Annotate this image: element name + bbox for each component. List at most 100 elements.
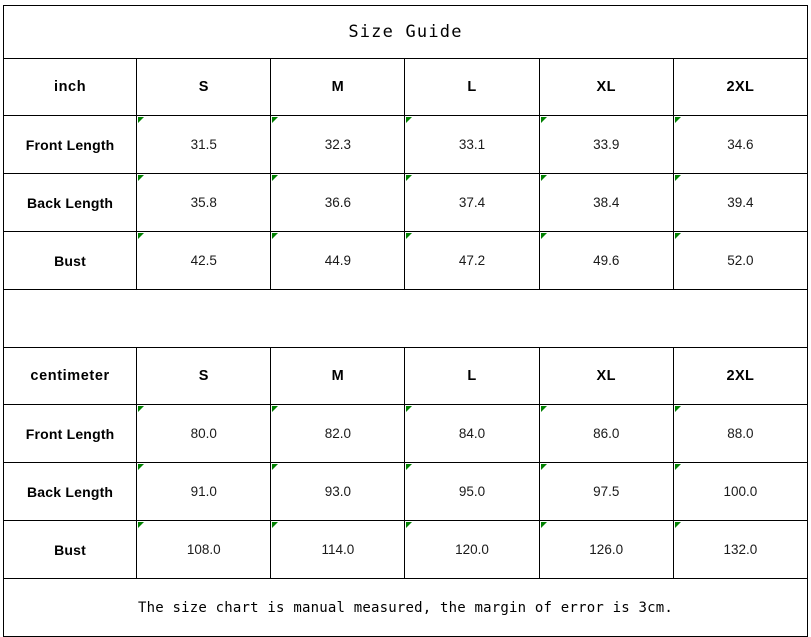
cell-bust-s-cm: 108.0 (136, 520, 272, 579)
cell-value: 120.0 (455, 542, 489, 557)
cell-front-length-l-inch: 33.1 (404, 115, 540, 174)
cell-back-length-l-inch: 37.4 (404, 173, 540, 232)
comment-marker-icon (406, 233, 413, 239)
size-header-2xl: 2XL (672, 58, 809, 116)
cell-value: 126.0 (589, 542, 624, 557)
cell-value: 132.0 (723, 542, 758, 557)
cell-front-length-l-cm: 84.0 (404, 404, 540, 463)
comment-marker-icon (272, 233, 279, 239)
row-label-back-length-inch: Back Length (2, 173, 138, 232)
comment-marker-icon (406, 117, 413, 123)
cell-back-length-2xl-cm: 100.0 (672, 462, 809, 521)
size-header-s: S (136, 58, 272, 116)
cell-front-length-s-cm: 80.0 (136, 404, 272, 463)
cell-back-length-m-inch: 36.6 (270, 173, 406, 232)
comment-marker-icon (674, 464, 681, 470)
comment-marker-icon (674, 406, 681, 412)
table-row: Bust 108.0 114.0 120.0 126.0 (2, 520, 809, 579)
cell-back-length-s-inch: 35.8 (136, 173, 272, 232)
header-row-centimeter: centimeter S M L XL 2XL (2, 347, 809, 405)
comment-marker-icon (674, 175, 681, 181)
size-header-l-cm: L (404, 347, 540, 405)
cell-back-length-m-cm: 93.0 (270, 462, 406, 521)
comment-marker-icon (406, 464, 413, 470)
unit-label-inch: inch (2, 58, 138, 116)
comment-marker-icon (138, 175, 145, 181)
cell-front-length-m-cm: 82.0 (270, 404, 406, 463)
cell-value: 88.0 (727, 426, 754, 441)
comment-marker-icon (138, 406, 145, 412)
comment-marker-icon (540, 522, 547, 528)
cell-value: 91.0 (190, 484, 217, 499)
spacer-cell (3, 289, 808, 348)
size-guide-table: Size Guide inch S M L XL 2XL Front Lengt… (2, 5, 809, 637)
comment-marker-icon (674, 233, 681, 239)
row-label-back-length-cm: Back Length (2, 462, 138, 521)
spacer-row (3, 289, 808, 348)
cell-bust-m-cm: 114.0 (270, 520, 406, 579)
cell-bust-2xl-cm: 132.0 (672, 520, 809, 579)
table-row: Bust 42.5 44.9 47.2 49.6 (2, 231, 809, 290)
comment-marker-icon (272, 175, 279, 181)
cell-back-length-xl-inch: 38.4 (538, 173, 674, 232)
size-header-l: L (404, 58, 540, 116)
size-header-s-cm: S (136, 347, 272, 405)
cell-back-length-s-cm: 91.0 (136, 462, 272, 521)
cell-back-length-xl-cm: 97.5 (538, 462, 674, 521)
comment-marker-icon (540, 117, 547, 123)
cell-value: 38.4 (593, 195, 620, 210)
cell-front-length-2xl-inch: 34.6 (672, 115, 809, 174)
table-row: Front Length 80.0 82.0 84.0 86.0 (2, 404, 809, 463)
footer-row: The size chart is manual measured, the m… (3, 578, 808, 637)
page-title: Size Guide (3, 5, 808, 59)
cell-bust-2xl-inch: 52.0 (672, 231, 809, 290)
cell-bust-l-cm: 120.0 (404, 520, 540, 579)
comment-marker-icon (540, 175, 547, 181)
comment-marker-icon (540, 406, 547, 412)
cell-value: 36.6 (324, 195, 352, 210)
cell-back-length-2xl-inch: 39.4 (672, 173, 809, 232)
comment-marker-icon (674, 117, 681, 123)
cell-front-length-s-inch: 31.5 (136, 115, 272, 174)
comment-marker-icon (272, 522, 279, 528)
cell-front-length-2xl-cm: 88.0 (672, 404, 809, 463)
comment-marker-icon (406, 175, 413, 181)
cell-front-length-m-inch: 32.3 (270, 115, 406, 174)
cell-value: 35.8 (190, 195, 217, 210)
comment-marker-icon (138, 117, 145, 123)
cell-value: 44.9 (324, 253, 352, 268)
comment-marker-icon (138, 233, 145, 239)
unit-label-centimeter: centimeter (2, 347, 138, 405)
comment-marker-icon (540, 464, 547, 470)
size-header-m: M (270, 58, 406, 116)
cell-front-length-xl-cm: 86.0 (538, 404, 674, 463)
cell-value: 97.5 (593, 484, 620, 499)
cell-front-length-xl-inch: 33.9 (538, 115, 674, 174)
cell-value: 86.0 (593, 426, 620, 441)
comment-marker-icon (138, 522, 145, 528)
table-row: Back Length 35.8 36.6 37.4 38.4 (2, 173, 809, 232)
comment-marker-icon (540, 233, 547, 239)
cell-back-length-l-cm: 95.0 (404, 462, 540, 521)
size-header-m-cm: M (270, 347, 406, 405)
cell-value: 33.9 (593, 137, 620, 152)
comment-marker-icon (406, 522, 413, 528)
cell-value: 34.6 (727, 137, 754, 152)
cell-bust-l-inch: 47.2 (404, 231, 540, 290)
cell-value: 47.2 (458, 253, 486, 268)
cell-value: 84.0 (458, 426, 486, 441)
comment-marker-icon (406, 406, 413, 412)
cell-value: 31.5 (190, 137, 217, 152)
cell-bust-s-inch: 42.5 (136, 231, 272, 290)
size-header-xl-cm: XL (538, 347, 674, 405)
cell-value: 95.0 (458, 484, 486, 499)
comment-marker-icon (272, 406, 279, 412)
row-label-front-length-cm: Front Length (2, 404, 138, 463)
cell-value: 93.0 (324, 484, 352, 499)
cell-value: 114.0 (321, 542, 355, 557)
cell-value: 37.4 (458, 195, 486, 210)
cell-value: 32.3 (324, 137, 352, 152)
cell-value: 49.6 (593, 253, 620, 268)
header-row-inch: inch S M L XL 2XL (2, 58, 809, 116)
